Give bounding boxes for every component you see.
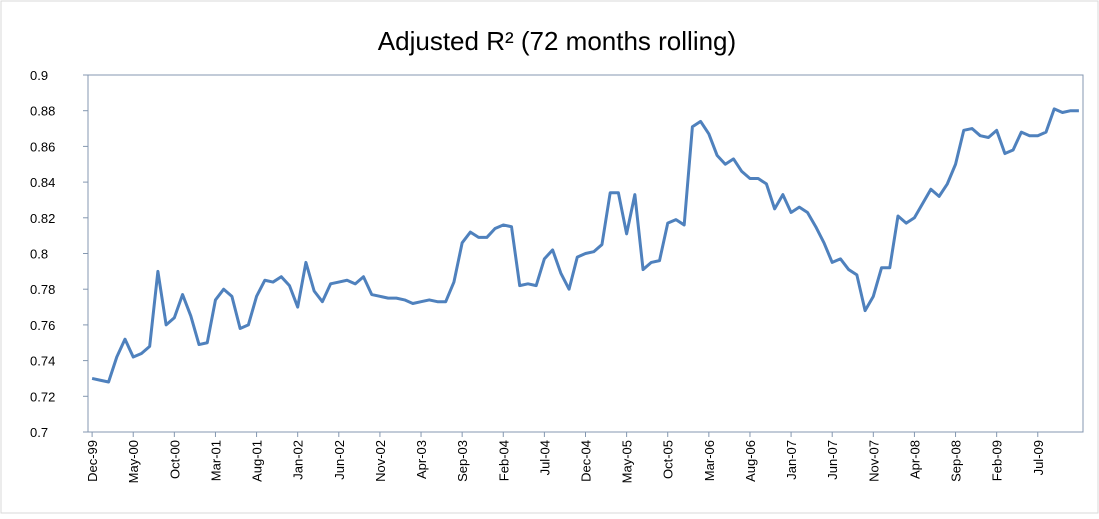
chart-title: Adjusted R² (72 months rolling) <box>378 26 736 56</box>
x-tick-label: Sep-08 <box>949 440 964 482</box>
x-tick-label: Feb-09 <box>990 440 1005 481</box>
y-tick-label: 0.7 <box>30 425 48 440</box>
y-tick-label: 0.74 <box>30 354 55 369</box>
x-tick-label: Oct-00 <box>167 440 182 479</box>
y-tick-label: 0.9 <box>30 68 48 83</box>
y-tick-label: 0.84 <box>30 175 55 190</box>
y-tick-label: 0.82 <box>30 211 55 226</box>
x-tick-label: Apr-03 <box>414 440 429 479</box>
x-tick-label: Mar-01 <box>208 440 223 481</box>
y-tick-label: 0.76 <box>30 318 55 333</box>
x-tick-label: Nov-02 <box>373 440 388 482</box>
y-tick-label: 0.78 <box>30 282 55 297</box>
x-tick-label: Nov-07 <box>866 440 881 482</box>
y-tick-label: 0.86 <box>30 139 55 154</box>
x-tick-label: Aug-06 <box>743 440 758 482</box>
y-tick-label: 0.8 <box>30 247 48 262</box>
x-tick-label: Jun-07 <box>825 440 840 480</box>
x-tick-label: Oct-05 <box>661 440 676 479</box>
x-tick-label: Jan-07 <box>784 440 799 480</box>
x-tick-label: Jan-02 <box>291 440 306 480</box>
x-tick-label: Jul-09 <box>1031 440 1046 475</box>
x-tick-label: Aug-01 <box>250 440 265 482</box>
x-tick-label: Feb-04 <box>496 440 511 481</box>
x-tick-label: May-00 <box>126 440 141 483</box>
x-tick-label: Dec-04 <box>579 440 594 482</box>
x-tick-label: Mar-06 <box>702 440 717 481</box>
line-series <box>91 107 1079 384</box>
x-tick-label: Jun-02 <box>332 440 347 480</box>
x-tick-label: May-05 <box>620 440 635 483</box>
y-tick-label: 0.88 <box>30 104 55 119</box>
x-tick-label: Jul-04 <box>537 440 552 475</box>
x-tick-label: Apr-08 <box>907 440 922 479</box>
y-tick-label: 0.72 <box>30 389 55 404</box>
x-tick-label: Sep-03 <box>455 440 470 482</box>
x-tick-label: Dec-99 <box>85 440 100 482</box>
